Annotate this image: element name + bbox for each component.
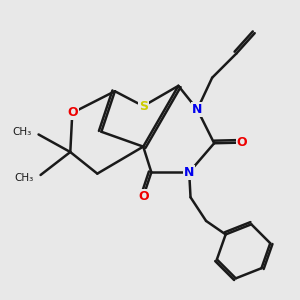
Text: N: N — [192, 103, 202, 116]
Text: S: S — [139, 100, 148, 112]
Text: CH₃: CH₃ — [13, 127, 32, 137]
Text: N: N — [184, 166, 194, 179]
Text: CH₃: CH₃ — [15, 173, 34, 183]
Text: O: O — [237, 136, 247, 149]
Text: O: O — [67, 106, 78, 119]
Text: O: O — [138, 190, 148, 203]
